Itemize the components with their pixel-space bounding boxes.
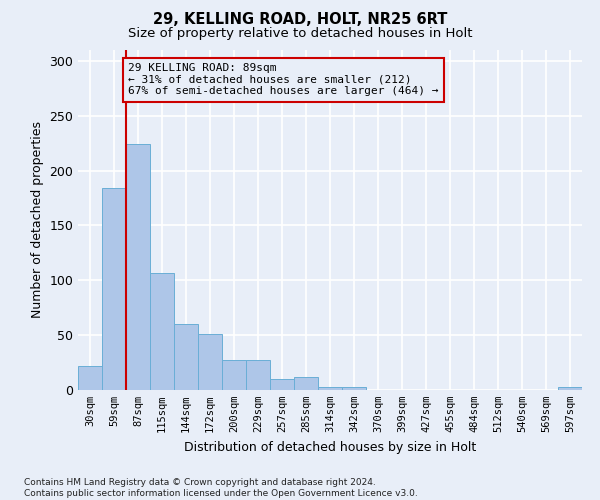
Bar [150,272,174,390]
Bar [270,379,294,390]
Bar [102,188,126,390]
Bar [294,377,318,390]
Bar [558,386,582,390]
Y-axis label: Number of detached properties: Number of detached properties [31,122,44,318]
X-axis label: Distribution of detached houses by size in Holt: Distribution of detached houses by size … [184,440,476,454]
Bar [222,360,246,390]
Text: 29, KELLING ROAD, HOLT, NR25 6RT: 29, KELLING ROAD, HOLT, NR25 6RT [153,12,447,28]
Text: Contains HM Land Registry data © Crown copyright and database right 2024.
Contai: Contains HM Land Registry data © Crown c… [24,478,418,498]
Bar [126,144,150,390]
Bar [342,386,366,390]
Bar [78,366,102,390]
Bar [318,386,342,390]
Bar [246,360,270,390]
Text: 29 KELLING ROAD: 89sqm
← 31% of detached houses are smaller (212)
67% of semi-de: 29 KELLING ROAD: 89sqm ← 31% of detached… [128,63,439,96]
Bar [198,334,222,390]
Text: Size of property relative to detached houses in Holt: Size of property relative to detached ho… [128,28,472,40]
Bar [174,324,198,390]
